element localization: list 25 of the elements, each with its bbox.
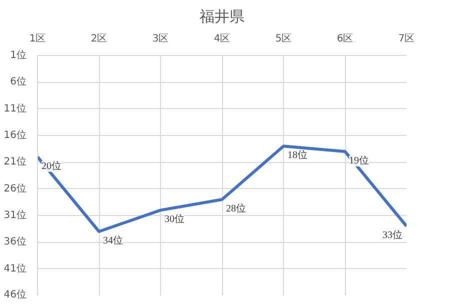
x-tick-label: 7区 (398, 34, 415, 44)
chart-title: 福井県 (200, 8, 244, 26)
y-tick-label: 6位 (10, 76, 27, 88)
x-tick-label: 1区 (29, 34, 46, 44)
data-label: 18位 (288, 149, 308, 162)
x-tick-label: 4区 (214, 34, 230, 44)
y-tick-label: 31位 (4, 209, 27, 221)
x-tick-label: 3区 (152, 34, 169, 44)
y-tick-label: 11位 (4, 102, 27, 114)
data-label: 33位 (382, 229, 402, 242)
x-tick-label: 6区 (336, 34, 354, 44)
data-label: 20位 (42, 160, 62, 172)
y-tick-label: 21位 (4, 156, 27, 168)
x-tick-label: 2区 (90, 34, 108, 44)
y-tick-label: 46位 (4, 288, 27, 300)
x-tick-label: 5区 (275, 34, 292, 44)
data-label: 28位 (226, 202, 246, 214)
data-label: 30位 (164, 213, 184, 226)
y-tick-label: 26位 (4, 182, 27, 194)
y-tick-label: 1位 (10, 49, 27, 61)
y-tick-label: 16位 (4, 129, 27, 141)
y-tick-label: 36位 (4, 236, 27, 248)
data-label: 34位 (103, 234, 123, 246)
data-label: 19位 (349, 154, 369, 166)
y-tick-label: 41位 (4, 262, 27, 274)
